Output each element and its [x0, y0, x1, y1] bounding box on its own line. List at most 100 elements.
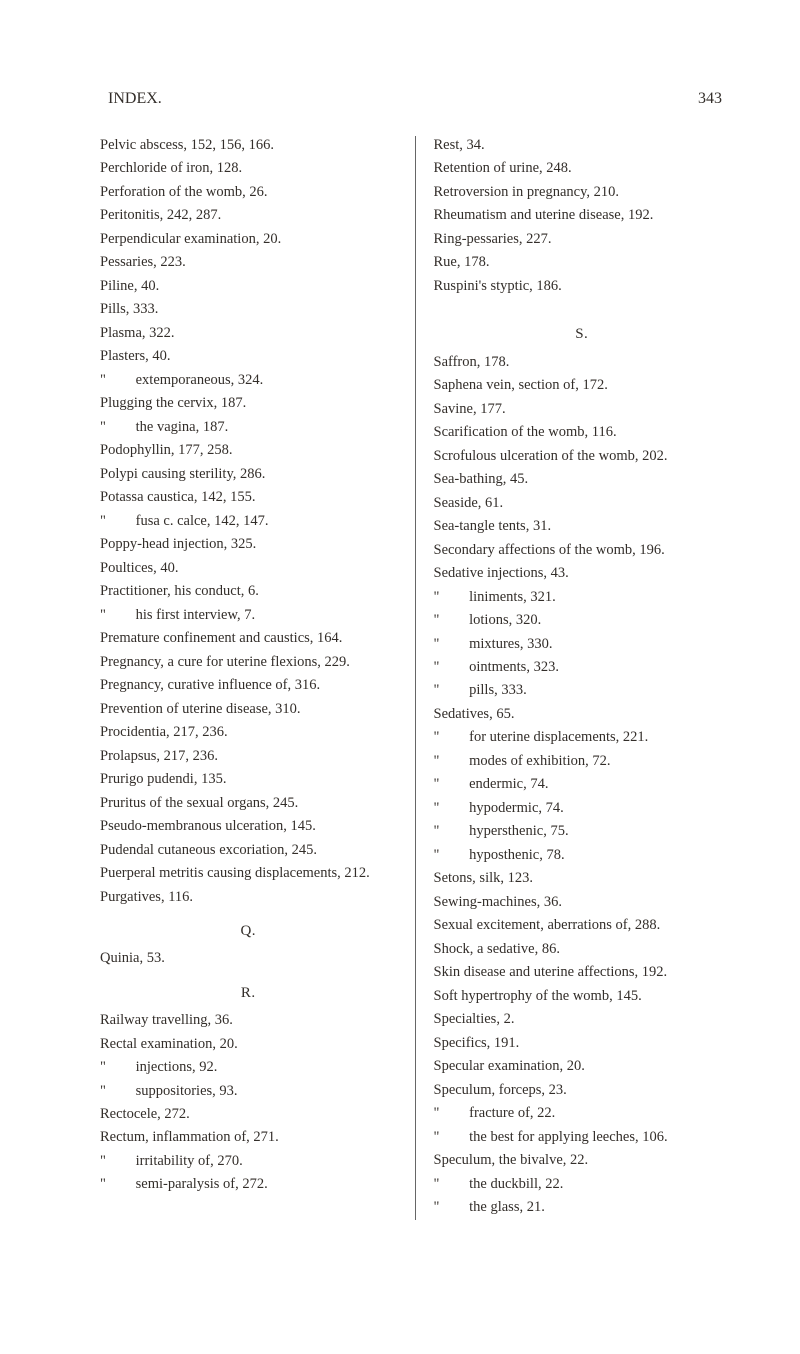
index-subentry-text: hypodermic, 74.: [466, 800, 564, 816]
index-entry: Perforation of the womb, 26.: [100, 181, 397, 204]
index-entry: Prolapsus, 217, 236.: [100, 745, 397, 768]
left-column: Pelvic abscess, 152, 156, 166.Perchlorid…: [100, 134, 397, 1220]
index-entry: Secondary affections of the womb, 196.: [434, 539, 731, 562]
index-entry: Rectal examination, 20.: [100, 1033, 397, 1056]
index-subentry: " lotions, 320.: [434, 609, 731, 632]
index-subentry-text: liniments, 321.: [466, 589, 556, 605]
column-rule: [415, 136, 416, 1220]
index-entry: Plasters, 40.: [100, 345, 397, 368]
index-subentry-text: hyposthenic, 78.: [466, 847, 565, 863]
ditto-mark: ": [100, 1080, 132, 1103]
ditto-mark: ": [434, 750, 466, 773]
index-subentry-text: the vagina, 187.: [132, 419, 228, 435]
index-entry: Pudendal cutaneous excoriation, 245.: [100, 839, 397, 862]
columns-container: Pelvic abscess, 152, 156, 166.Perchlorid…: [100, 134, 730, 1220]
index-entry: Rue, 178.: [434, 251, 731, 274]
index-subentry: " ointments, 323.: [434, 656, 731, 679]
index-subentry-text: fusa c. calce, 142, 147.: [132, 513, 269, 529]
index-subentry-text: ointments, 323.: [466, 659, 559, 675]
index-entry: Pelvic abscess, 152, 156, 166.: [100, 134, 397, 157]
index-subentry-text: lotions, 320.: [466, 612, 542, 628]
index-entry: Setons, silk, 123.: [434, 867, 731, 890]
index-subentry: " for uterine displacements, 221.: [434, 726, 731, 749]
index-entry: Shock, a sedative, 86.: [434, 938, 731, 961]
index-subentry: " the vagina, 187.: [100, 416, 397, 439]
ditto-mark: ": [434, 797, 466, 820]
index-subentry-text: the glass, 21.: [466, 1199, 545, 1215]
index-subentry: " irritability of, 270.: [100, 1150, 397, 1173]
index-entry: Sedatives, 65.: [434, 703, 731, 726]
index-subentry: " pills, 333.: [434, 679, 731, 702]
index-entry: Retention of urine, 248.: [434, 157, 731, 180]
index-entry: Potassa caustica, 142, 155.: [100, 486, 397, 509]
index-entry: Sexual excitement, aberrations of, 288.: [434, 914, 731, 937]
index-entry: Rest, 34.: [434, 134, 731, 157]
index-entry: Podophyllin, 177, 258.: [100, 439, 397, 462]
index-subentry-text: the best for applying leeches, 106.: [466, 1129, 668, 1145]
index-entry: Poultices, 40.: [100, 557, 397, 580]
index-entry: Saphena vein, section of, 172.: [434, 374, 731, 397]
page-container: INDEX. 343 Pelvic abscess, 152, 156, 166…: [0, 0, 800, 1280]
section-letter: S.: [434, 322, 731, 346]
index-subentry-text: irritability of, 270.: [132, 1153, 243, 1169]
section-letter: Q.: [100, 919, 397, 943]
index-entry: Specialties, 2.: [434, 1008, 731, 1031]
ditto-mark: ": [434, 609, 466, 632]
index-entry: Prevention of uterine disease, 310.: [100, 698, 397, 721]
ditto-mark: ": [100, 1056, 132, 1079]
index-subentry-text: for uterine displacements, 221.: [466, 729, 649, 745]
index-entry: Skin disease and uterine affections, 192…: [434, 961, 731, 984]
index-entry: Sedative injections, 43.: [434, 562, 731, 585]
index-entry: Prurigo pudendi, 135.: [100, 768, 397, 791]
ditto-mark: ": [434, 679, 466, 702]
index-entry: Speculum, the bivalve, 22.: [434, 1149, 731, 1172]
header-page-number: 343: [698, 90, 722, 108]
index-entry: Polypi causing sterility, 286.: [100, 463, 397, 486]
index-subentry-text: pills, 333.: [466, 682, 527, 698]
index-subentry-text: hypersthenic, 75.: [466, 823, 569, 839]
right-column: Rest, 34.Retention of urine, 248.Retrove…: [434, 134, 731, 1220]
index-subentry-text: the duckbill, 22.: [466, 1176, 564, 1192]
index-subentry: " modes of exhibition, 72.: [434, 750, 731, 773]
index-entry: Quinia, 53.: [100, 947, 397, 970]
index-entry: Pruritus of the sexual organs, 245.: [100, 792, 397, 815]
index-entry: Sea-bathing, 45.: [434, 468, 731, 491]
index-entry: Savine, 177.: [434, 398, 731, 421]
index-entry: Speculum, forceps, 23.: [434, 1079, 731, 1102]
index-entry: Piline, 40.: [100, 275, 397, 298]
index-subentry: " endermic, 74.: [434, 773, 731, 796]
index-subentry: " his first interview, 7.: [100, 604, 397, 627]
index-subentry: " hypersthenic, 75.: [434, 820, 731, 843]
ditto-mark: ": [100, 416, 132, 439]
index-entry: Peritonitis, 242, 287.: [100, 204, 397, 227]
index-entry: Pregnancy, curative influence of, 316.: [100, 674, 397, 697]
page-header: INDEX. 343: [100, 90, 730, 108]
ditto-mark: ": [100, 1150, 132, 1173]
index-entry: Rectum, inflammation of, 271.: [100, 1126, 397, 1149]
ditto-mark: ": [434, 773, 466, 796]
index-entry: Sea-tangle tents, 31.: [434, 515, 731, 538]
index-subentry: " mixtures, 330.: [434, 633, 731, 656]
index-entry: Rheumatism and uterine disease, 192.: [434, 204, 731, 227]
index-subentry-text: mixtures, 330.: [466, 636, 553, 652]
index-entry: Retroversion in pregnancy, 210.: [434, 181, 731, 204]
index-subentry: " the glass, 21.: [434, 1196, 731, 1219]
ditto-mark: ": [434, 726, 466, 749]
index-entry: Plasma, 322.: [100, 322, 397, 345]
index-entry: Procidentia, 217, 236.: [100, 721, 397, 744]
index-entry: Railway travelling, 36.: [100, 1009, 397, 1032]
ditto-mark: ": [100, 1173, 132, 1196]
index-entry: Specular examination, 20.: [434, 1055, 731, 1078]
header-title: INDEX.: [108, 90, 162, 108]
ditto-mark: ": [434, 1196, 466, 1219]
index-subentry-text: semi-paralysis of, 272.: [132, 1176, 268, 1192]
ditto-mark: ": [434, 1173, 466, 1196]
index-entry: Scrofulous ulceration of the womb, 202.: [434, 445, 731, 468]
index-entry: Perpendicular examination, 20.: [100, 228, 397, 251]
index-entry: Practitioner, his conduct, 6.: [100, 580, 397, 603]
ditto-mark: ": [100, 369, 132, 392]
ditto-mark: ": [434, 633, 466, 656]
index-subentry-text: modes of exhibition, 72.: [466, 753, 611, 769]
index-subentry-text: extemporaneous, 324.: [132, 372, 263, 388]
index-subentry: " injections, 92.: [100, 1056, 397, 1079]
